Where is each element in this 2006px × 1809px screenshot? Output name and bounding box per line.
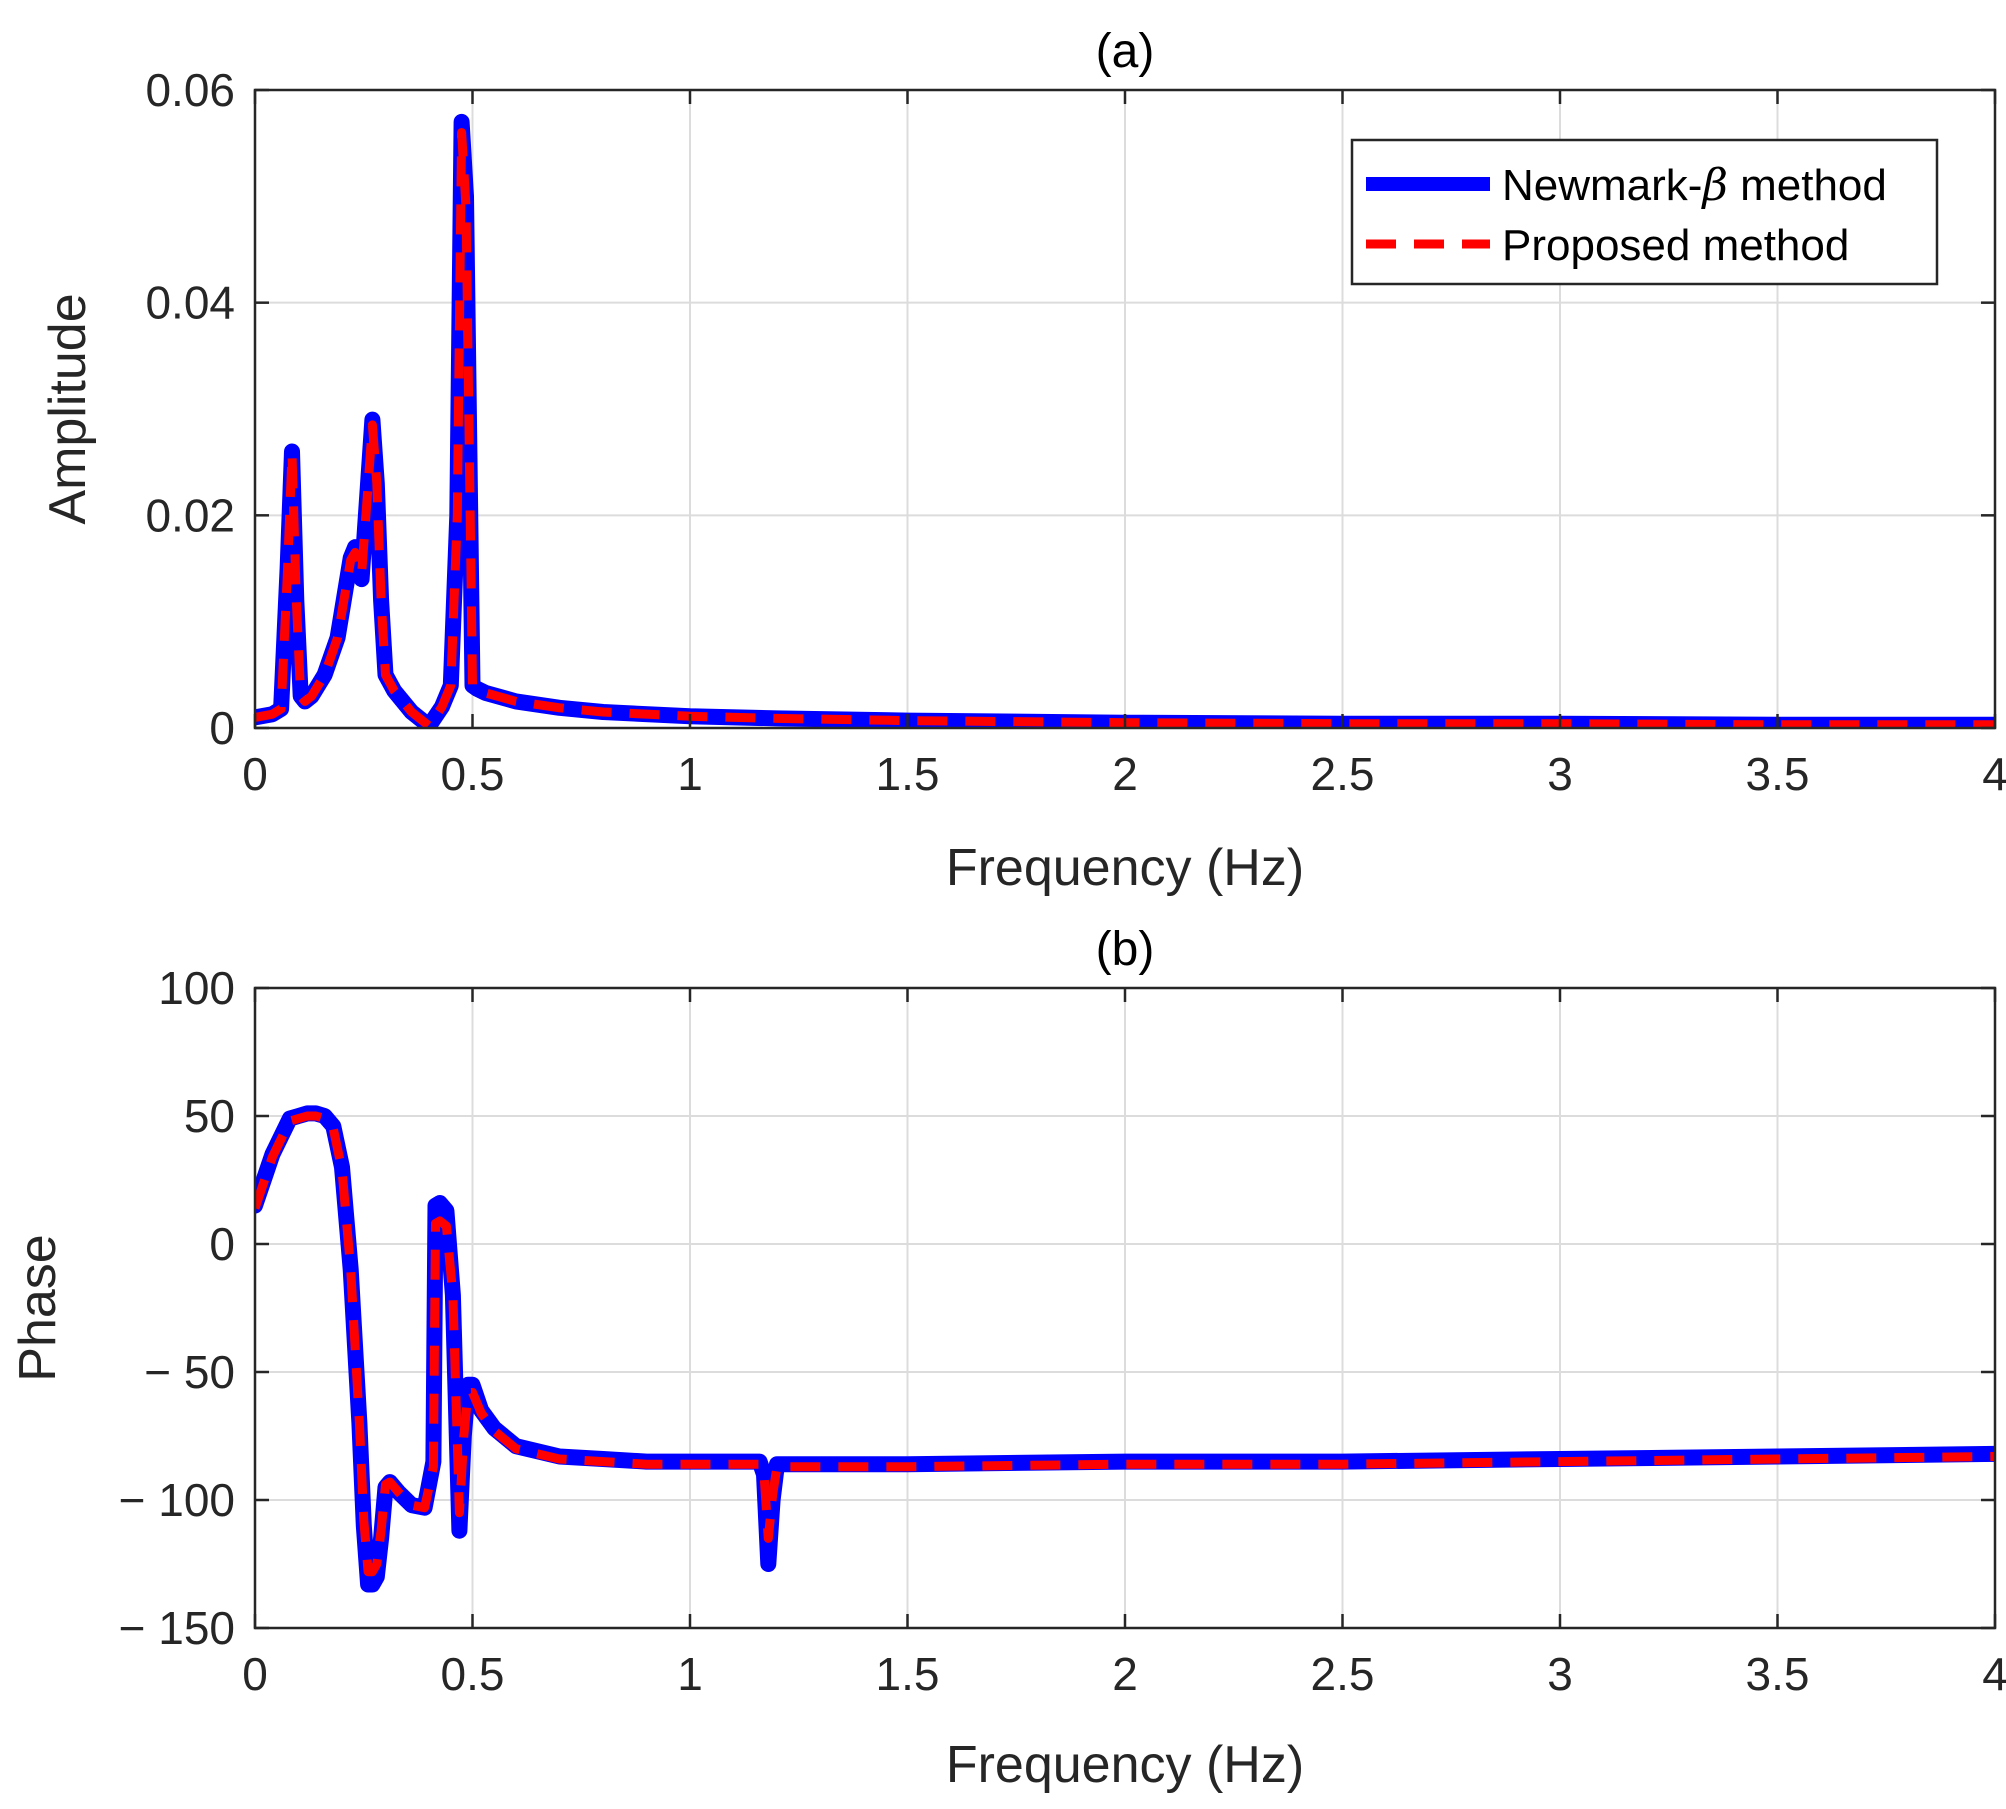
x-tick-label: 4 (1982, 1648, 2006, 1700)
legend-entry-label: Newmark-β method (1502, 160, 1887, 211)
x-tick-label: 2 (1112, 1648, 1138, 1700)
proposed-series-line (255, 128, 1995, 728)
legend-entry-prefix: Proposed method (1502, 221, 1849, 270)
x-tick-label: 0.5 (441, 1648, 505, 1700)
legend-entry-label: Proposed method (1502, 221, 1849, 270)
y-tick-label: 0 (209, 1218, 235, 1270)
y-tick-label: − 100 (119, 1474, 235, 1526)
x-tick-label: 0.5 (441, 748, 505, 800)
y-tick-label: 50 (184, 1090, 235, 1142)
x-tick-label: 2.5 (1311, 1648, 1375, 1700)
panel-a-amplitude: 0 0.5 1 1.5 2 2.5 3 3.5 4 0 0.02 0.04 0.06 (a) Frequen… (39, 25, 2006, 897)
proposed-series-line (255, 1111, 1995, 1577)
y-tick-label: 100 (158, 962, 235, 1014)
y-tick-label: − 150 (119, 1602, 235, 1654)
y-tick-label: 0.02 (145, 489, 235, 541)
x-tick-label: 3 (1547, 748, 1573, 800)
x-tick-label: 2 (1112, 748, 1138, 800)
x-tick-label: 3.5 (1746, 1648, 1810, 1700)
x-tick-label: 0 (242, 748, 268, 800)
legend-entry-suffix: method (1728, 161, 1887, 210)
x-tick-label: 3 (1547, 1648, 1573, 1700)
panel-b-phase: 0 0.5 1 1.5 2 2.5 3 3.5 4 100 50 0 − 50 − 100 − 150 (b)… (9, 923, 2006, 1794)
y-tick-label: 0.04 (145, 277, 235, 329)
x-axis-label: Frequency (Hz) (946, 839, 1304, 897)
y-tick-label: 0 (209, 702, 235, 754)
x-tick-label: 1 (677, 1648, 703, 1700)
legend-entry-symbol: β (1700, 160, 1727, 211)
x-tick-label: 1.5 (876, 748, 940, 800)
y-axis-label: Phase (9, 1234, 67, 1381)
chart-title: (b) (1096, 923, 1155, 976)
x-tick-label: 1 (677, 748, 703, 800)
legend: Newmark-β method Proposed method (1350, 138, 1939, 286)
legend-entry-prefix: Newmark- (1502, 161, 1702, 210)
legend-box (1350, 138, 1939, 286)
y-axis-label: Amplitude (39, 293, 97, 524)
chart-title: (a) (1096, 25, 1155, 78)
y-tick-label: 0.06 (145, 64, 235, 116)
x-tick-label: 4 (1982, 748, 2006, 800)
x-tick-label: 0 (242, 1648, 268, 1700)
y-tick-label: − 50 (144, 1346, 235, 1398)
x-axis-label: Frequency (Hz) (946, 1736, 1304, 1794)
x-tick-label: 1.5 (876, 1648, 940, 1700)
x-tick-label: 2.5 (1311, 748, 1375, 800)
x-tick-label: 3.5 (1746, 748, 1810, 800)
